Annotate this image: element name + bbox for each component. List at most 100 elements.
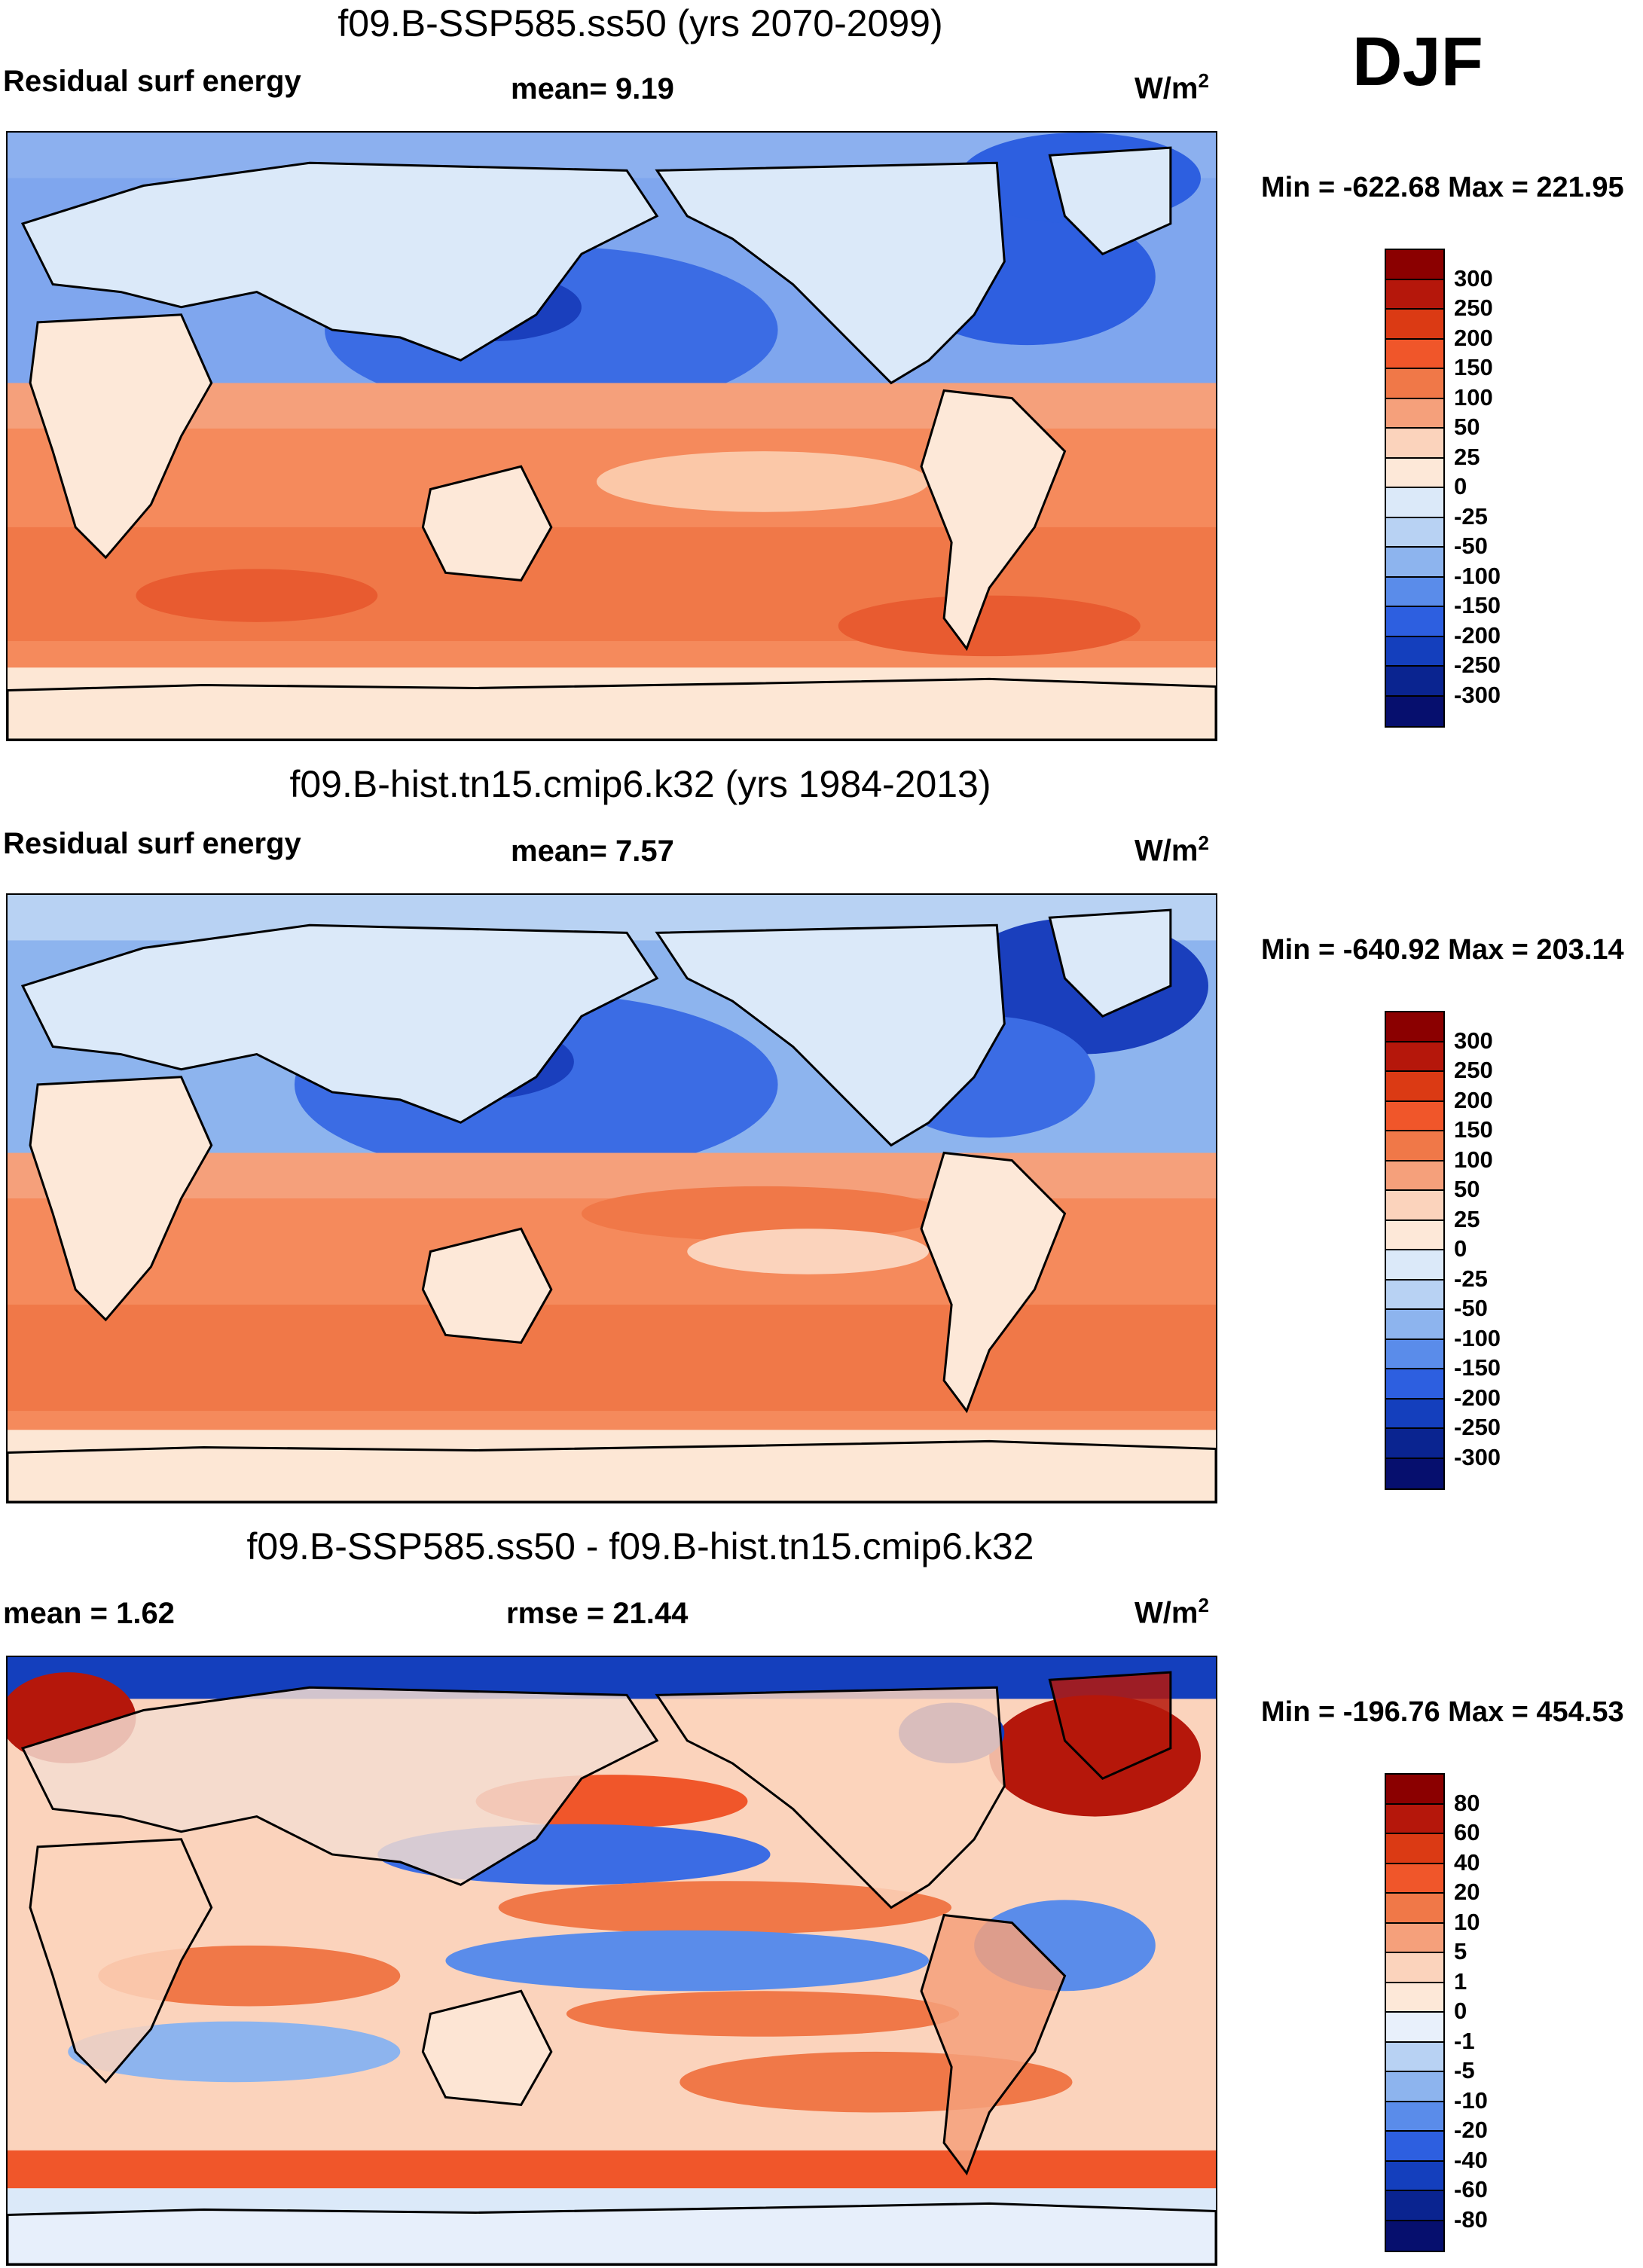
panel-2-minmax: Min = -640.92 Max = 203.14: [1261, 934, 1624, 966]
panel-1-colorbar: [1385, 249, 1445, 728]
colorbar-swatch: [1386, 2191, 1443, 2221]
panel-3-colorbar: [1385, 1773, 1445, 2252]
colorbar-swatch: [1386, 2102, 1443, 2132]
colorbar-swatch: [1386, 2072, 1443, 2102]
panel-3-title: f09.B-SSP585.ss50 - f09.B-hist.tn15.cmip…: [246, 1525, 1034, 1567]
colorbar-swatch: [1386, 1131, 1443, 1161]
colorbar-swatch: [1386, 2042, 1443, 2072]
colorbar-tick-label: -50: [1454, 1295, 1488, 1321]
panel-3-map-field: [8, 1657, 1216, 2264]
panel-3-minmax: Min = -196.76 Max = 454.53: [1261, 1696, 1624, 1728]
colorbar-tick-label: -40: [1454, 2146, 1488, 2173]
colorbar-tick-label: 100: [1454, 1146, 1493, 1173]
colorbar-swatch: [1386, 1250, 1443, 1281]
colorbar-swatch: [1386, 250, 1443, 280]
colorbar-swatch: [1386, 369, 1443, 399]
colorbar-tick-label: 200: [1454, 324, 1493, 351]
colorbar-tick-label: 10: [1454, 1908, 1480, 1935]
panel-3-map: [6, 1656, 1217, 2266]
colorbar-swatch: [1386, 1191, 1443, 1221]
colorbar-tick-label: -150: [1454, 592, 1501, 618]
colorbar-tick-label: -5: [1454, 2057, 1475, 2083]
colorbar-tick-label: 40: [1454, 1848, 1480, 1876]
colorbar-swatch: [1386, 339, 1443, 369]
colorbar-swatch: [1386, 2221, 1443, 2251]
colorbar-tick-label: -250: [1454, 1414, 1501, 1440]
colorbar-swatch: [1386, 1042, 1443, 1072]
colorbar-swatch: [1386, 2013, 1443, 2043]
colorbar-tick-label: 25: [1454, 1205, 1480, 1232]
colorbar-tick-label: -250: [1454, 652, 1501, 678]
colorbar-swatch: [1386, 1072, 1443, 1102]
panel-1-map: [6, 131, 1217, 741]
panel-3-mean: mean = 1.62: [3, 1597, 175, 1630]
panel-2-title: f09.B-hist.tn15.cmip6.k32 (yrs 1984-2013…: [289, 763, 991, 805]
colorbar-swatch: [1386, 1339, 1443, 1369]
colorbar-swatch: [1386, 1310, 1443, 1340]
colorbar-tick-label: 0: [1454, 1235, 1467, 1262]
panel-1-map-field: [8, 133, 1216, 740]
colorbar-swatch: [1386, 2161, 1443, 2191]
colorbar-tick-label: -50: [1454, 533, 1488, 559]
colorbar-swatch: [1386, 1429, 1443, 1459]
colorbar-tick-label: -100: [1454, 562, 1501, 589]
colorbar-tick-label: -60: [1454, 2176, 1488, 2202]
colorbar-swatch: [1386, 458, 1443, 488]
colorbar-swatch: [1386, 1161, 1443, 1191]
colorbar-swatch: [1386, 1775, 1443, 1805]
colorbar-tick-label: -150: [1454, 1354, 1501, 1381]
colorbar-tick-label: -10: [1454, 2086, 1488, 2114]
panel-1-mean: mean= 9.19: [511, 72, 674, 105]
colorbar-tick-label: 0: [1454, 1998, 1467, 2024]
colorbar-swatch: [1386, 1894, 1443, 1924]
panel-1-title: f09.B-SSP585.ss50 (yrs 2070-2099): [337, 2, 943, 44]
colorbar-swatch: [1386, 548, 1443, 578]
colorbar-swatch: [1386, 696, 1443, 726]
panel-1-variable-label: Residual surf energy: [3, 65, 301, 98]
colorbar-swatch: [1386, 2132, 1443, 2162]
colorbar-tick-label: 1: [1454, 1967, 1467, 1995]
colorbar-tick-label: -20: [1454, 2117, 1488, 2143]
colorbar-tick-label: -300: [1454, 681, 1501, 708]
colorbar-tick-label: 100: [1454, 383, 1493, 411]
colorbar-swatch: [1386, 279, 1443, 310]
colorbar-tick-label: 25: [1454, 443, 1480, 470]
colorbar-swatch: [1386, 310, 1443, 340]
panel-2-map: [6, 893, 1217, 1503]
colorbar-swatch: [1386, 1953, 1443, 1983]
colorbar-swatch: [1386, 1101, 1443, 1131]
colorbar-swatch: [1386, 1864, 1443, 1894]
colorbar-tick-label: -1: [1454, 2027, 1475, 2054]
colorbar-swatch: [1386, 429, 1443, 459]
colorbar-swatch: [1386, 636, 1443, 667]
colorbar-swatch: [1386, 1220, 1443, 1250]
colorbar-tick-label: 60: [1454, 1819, 1480, 1845]
colorbar-tick-label: 20: [1454, 1879, 1480, 1905]
colorbar-tick-label: -200: [1454, 1384, 1501, 1411]
colorbar-swatch: [1386, 1804, 1443, 1834]
colorbar-tick-label: 300: [1454, 1027, 1493, 1054]
colorbar-swatch: [1386, 1280, 1443, 1310]
season-label: DJF: [1352, 23, 1483, 100]
colorbar-tick-label: 200: [1454, 1086, 1493, 1113]
panel-2-variable-label: Residual surf energy: [3, 827, 301, 860]
colorbar-tick-label: 150: [1454, 354, 1493, 380]
colorbar-swatch: [1386, 488, 1443, 518]
colorbar-tick-label: 50: [1454, 414, 1480, 440]
colorbar-tick-label: -25: [1454, 502, 1488, 530]
colorbar-tick-label: 250: [1454, 295, 1493, 321]
colorbar-swatch: [1386, 1983, 1443, 2013]
panel-1-minmax: Min = -622.68 Max = 221.95: [1261, 172, 1624, 203]
colorbar-tick-label: -300: [1454, 1443, 1501, 1470]
colorbar-swatch: [1386, 517, 1443, 548]
colorbar-swatch: [1386, 1399, 1443, 1429]
colorbar-tick-label: -80: [1454, 2205, 1488, 2233]
colorbar-tick-label: -200: [1454, 621, 1501, 649]
colorbar-swatch: [1386, 1012, 1443, 1042]
colorbar-swatch: [1386, 1834, 1443, 1864]
panel-3-rmse: rmse = 21.44: [506, 1597, 689, 1630]
panel-2-mean: mean= 7.57: [511, 835, 674, 868]
colorbar-tick-label: 250: [1454, 1057, 1493, 1083]
colorbar-tick-label: 5: [1454, 1938, 1467, 1964]
panel-2-units: W/m2: [1135, 832, 1209, 868]
